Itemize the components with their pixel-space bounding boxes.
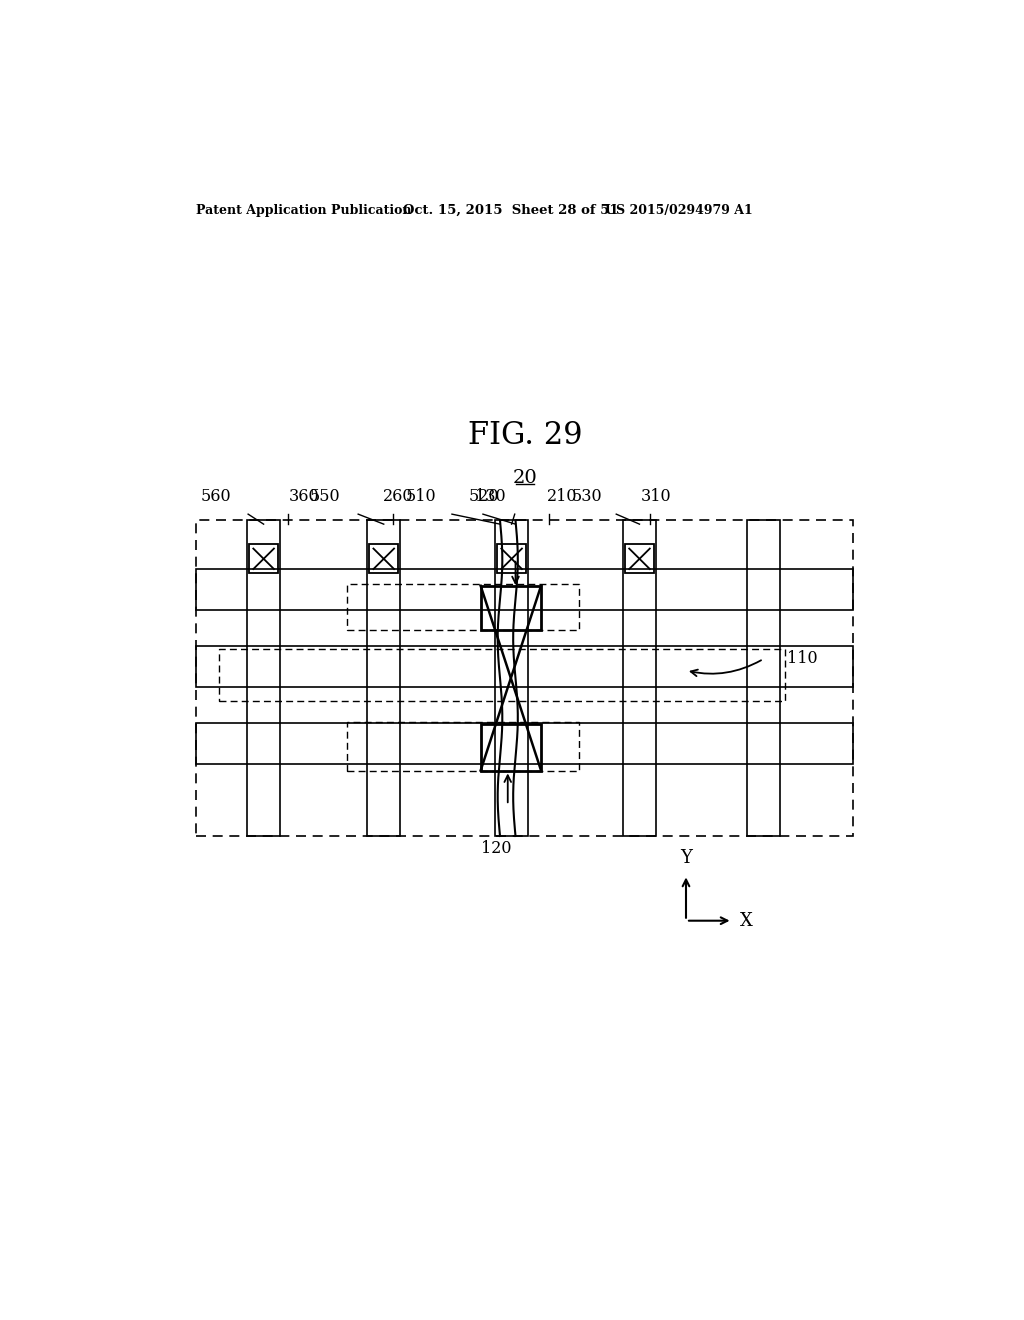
Bar — [197, 520, 853, 836]
Text: 550: 550 — [309, 488, 340, 506]
Text: 360: 360 — [289, 488, 319, 506]
Text: X: X — [740, 912, 753, 929]
Text: 520: 520 — [469, 488, 500, 506]
Text: 530: 530 — [571, 488, 602, 506]
Bar — [624, 520, 655, 836]
Text: 210: 210 — [547, 488, 578, 506]
Text: 260: 260 — [383, 488, 414, 506]
Bar — [197, 723, 853, 764]
Bar — [248, 520, 280, 836]
Text: FIG. 29: FIG. 29 — [468, 420, 582, 451]
Bar — [219, 649, 785, 701]
Bar — [480, 586, 541, 631]
Text: 120: 120 — [480, 840, 511, 857]
Bar — [497, 544, 526, 573]
Bar — [369, 544, 398, 573]
Text: 310: 310 — [641, 488, 672, 506]
Text: Oct. 15, 2015  Sheet 28 of 51: Oct. 15, 2015 Sheet 28 of 51 — [403, 205, 618, 218]
Text: US 2015/0294979 A1: US 2015/0294979 A1 — [604, 205, 753, 218]
Bar — [347, 722, 579, 771]
Bar — [496, 520, 528, 836]
Bar — [347, 585, 579, 630]
Text: 130: 130 — [475, 488, 506, 506]
Bar — [368, 520, 400, 836]
Bar — [197, 645, 853, 688]
Bar — [197, 569, 853, 610]
Bar — [480, 725, 541, 771]
Text: 110: 110 — [786, 651, 817, 668]
Text: Y: Y — [680, 849, 692, 867]
Text: 510: 510 — [406, 488, 436, 506]
Text: 560: 560 — [201, 488, 231, 506]
Bar — [625, 544, 654, 573]
Text: 20: 20 — [512, 469, 538, 487]
Text: Patent Application Publication: Patent Application Publication — [197, 205, 412, 218]
Bar — [249, 544, 279, 573]
Bar — [748, 520, 779, 836]
